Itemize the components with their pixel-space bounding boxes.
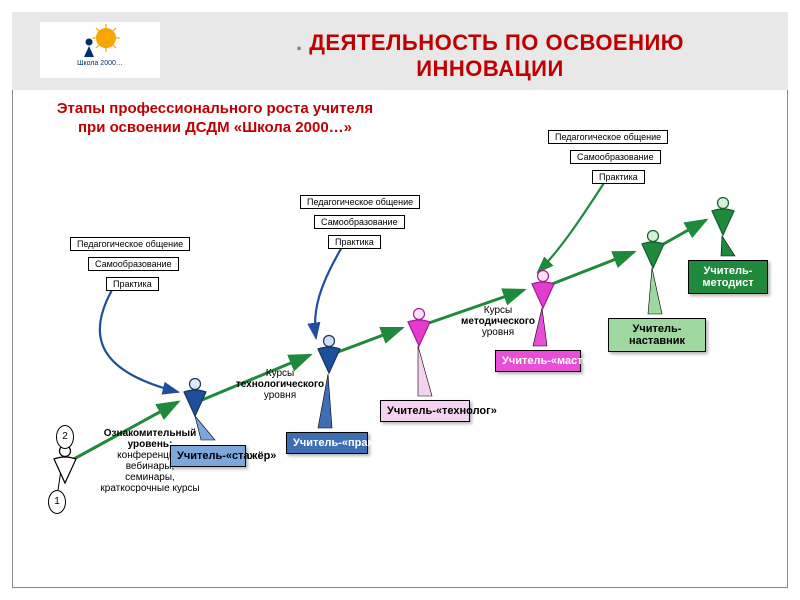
role-label: Учитель-методист: [688, 260, 768, 294]
step-box: Практика: [106, 277, 159, 291]
role-label: Учитель-«практик»: [286, 432, 368, 454]
role-label: Учитель-«мастер»: [495, 350, 581, 372]
step-box: Самообразование: [570, 150, 661, 164]
step-box: Самообразование: [88, 257, 179, 271]
step-number: 1: [48, 490, 66, 514]
logo: Школа 2000…: [40, 22, 160, 78]
page-title: . ДЕЯТЕЛЬНОСТЬ ПО ОСВОЕНИЮ ИННОВАЦИИ: [220, 30, 760, 82]
role-label: Учитель-наставник: [608, 318, 706, 352]
step-box: Педагогическое общение: [70, 237, 190, 251]
role-label: Учитель-«технолог»: [380, 400, 470, 422]
step-box: Педагогическое общение: [548, 130, 668, 144]
slide-frame: [12, 12, 788, 588]
step-box: Педагогическое общение: [300, 195, 420, 209]
logo-text: Школа 2000…: [40, 60, 160, 67]
annotation: Курсыметодического уровня: [448, 305, 548, 338]
subtitle: Этапы профессионального роста учителя пр…: [55, 100, 375, 138]
step-number: 2: [56, 425, 74, 449]
annotation: Курсытехнологическогоуровня: [232, 368, 328, 401]
step-box: Самообразование: [314, 215, 405, 229]
step-box: Практика: [328, 235, 381, 249]
role-label: Учитель-«стажёр»: [170, 445, 246, 467]
step-box: Практика: [592, 170, 645, 184]
